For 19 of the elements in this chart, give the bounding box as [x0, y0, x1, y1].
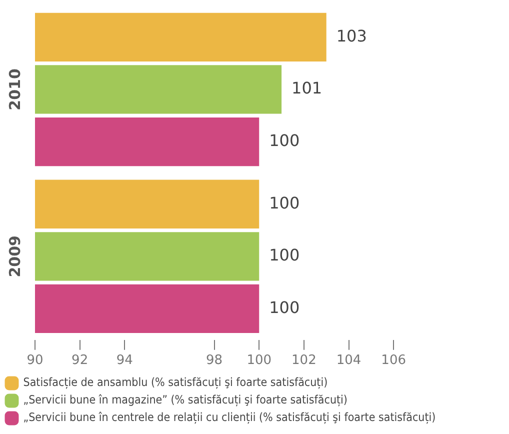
y-tick-label: 2009 — [6, 236, 24, 278]
data-label: 100 — [269, 130, 300, 150]
x-tick-label: 106 — [381, 353, 406, 368]
x-tick-label: 92 — [72, 353, 88, 368]
x-tick-label: 100 — [246, 353, 272, 368]
legend-label: Satisfacție de ansamblu (% satisfăcuți şi foarte satisfăcuți) — [23, 375, 328, 390]
x-tick-label: 104 — [336, 353, 362, 368]
x-tick-label: 98 — [206, 353, 223, 368]
data-label: 101 — [292, 78, 322, 98]
data-label: 100 — [269, 193, 300, 212]
x-tick-label: 102 — [292, 353, 316, 368]
y-tick-label: 2010 — [6, 68, 24, 110]
data-label: 100 — [269, 246, 300, 265]
data-label: 103 — [336, 26, 367, 46]
x-tick-label: 94 — [116, 353, 133, 368]
legend-label: „Servicii bune în centrele de relații cu clienții (% satisfăcuți şi foarte satisfăcuți) — [23, 410, 436, 424]
legend-label: „Servicii bune în magazine” (% satisfăcuți şi foarte satisfăcuți) — [23, 392, 348, 407]
x-tick-label: 90 — [26, 353, 44, 368]
data-label: 100 — [269, 298, 300, 317]
